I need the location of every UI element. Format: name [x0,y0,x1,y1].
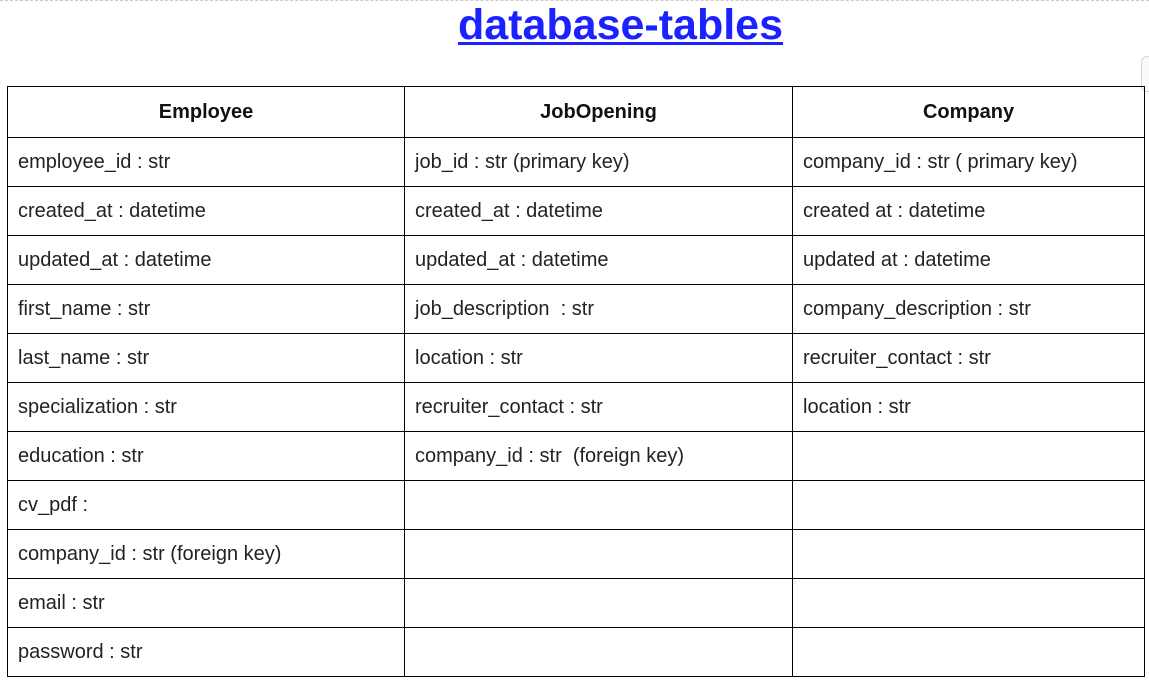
table-cell: job_id : str (primary key) [404,137,793,187]
table-cell: email : str [7,578,405,628]
table-cell [404,529,793,579]
schema-table: Employee JobOpening Company employee_id … [7,86,1145,677]
table-row: employee_id : str job_id : str (primary … [7,137,1145,187]
table-cell: first_name : str [7,284,405,334]
header-employee: Employee [7,86,405,138]
table-row: email : str [7,578,1145,628]
table-row: updated_at : datetime updated_at : datet… [7,235,1145,285]
table-row: created_at : datetime created_at : datet… [7,186,1145,236]
table-cell: created_at : datetime [404,186,793,236]
table-cell: updated_at : datetime [7,235,405,285]
header-company: Company [792,86,1145,138]
table-cell: company_description : str [792,284,1145,334]
table-body: employee_id : str job_id : str (primary … [7,137,1145,677]
table-cell [792,578,1145,628]
table-cell [792,480,1145,530]
table-cell: company_id : str ( primary key) [792,137,1145,187]
table-cell: location : str [404,333,793,383]
table-row: last_name : str location : str recruiter… [7,333,1145,383]
side-panel-tab[interactable] [1141,56,1149,92]
table-cell: job_description : str [404,284,793,334]
table-cell [404,578,793,628]
table-cell [792,529,1145,579]
table-cell: recruiter_contact : str [792,333,1145,383]
table-row: first_name : str job_description : str c… [7,284,1145,334]
table-cell: updated_at : datetime [404,235,793,285]
table-cell: password : str [7,627,405,677]
table-cell: specialization : str [7,382,405,432]
table-cell: education : str [7,431,405,481]
table-cell: employee_id : str [7,137,405,187]
table-cell: company_id : str (foreign key) [404,431,793,481]
table-row: cv_pdf : [7,480,1145,530]
header-row: Employee JobOpening Company [7,86,1145,138]
table-row: education : str company_id : str (foreig… [7,431,1145,481]
table-cell: recruiter_contact : str [404,382,793,432]
header-jobopening: JobOpening [404,86,793,138]
table-cell: last_name : str [7,333,405,383]
table-row: password : str [7,627,1145,677]
table-cell: created at : datetime [792,186,1145,236]
table-cell [404,480,793,530]
table-cell: created_at : datetime [7,186,405,236]
table-cell [792,431,1145,481]
table-row: company_id : str (foreign key) [7,529,1145,579]
page-top-border [0,0,1149,2]
page-title-link[interactable]: database-tables [457,1,784,49]
table-cell [404,627,793,677]
table-cell: updated at : datetime [792,235,1145,285]
table-cell: company_id : str (foreign key) [7,529,405,579]
table-cell: location : str [792,382,1145,432]
table-cell [792,627,1145,677]
table-row: specialization : str recruiter_contact :… [7,382,1145,432]
table-cell: cv_pdf : [7,480,405,530]
